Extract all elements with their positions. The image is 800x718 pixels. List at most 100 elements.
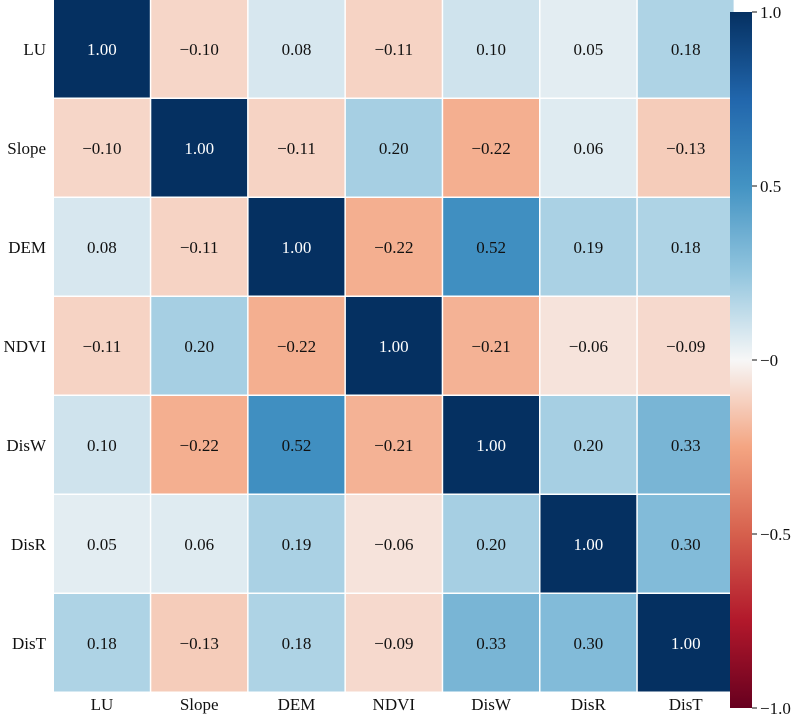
heatmap-cell-DisT-Slope [151, 594, 248, 692]
heatmap-cell-DisR-DisR [540, 495, 637, 593]
cell-value-label: 0.52 [476, 238, 506, 257]
cell-value-label: 0.19 [282, 535, 312, 554]
cell-value-label: −0.13 [666, 139, 705, 158]
heatmap-cell-DEM-Slope [151, 198, 248, 296]
cell-value-label: 0.18 [87, 634, 117, 653]
cell-value-label: 0.20 [476, 535, 506, 554]
cell-value-label: 0.20 [184, 337, 214, 356]
cell-value-label: −0.13 [180, 634, 219, 653]
cell-value-label: −0.22 [277, 337, 316, 356]
heatmap-cell-LU-DisW [443, 0, 539, 98]
cell-value-label: 1.00 [574, 535, 604, 554]
heatmap-cell-DisR-LU [54, 495, 150, 593]
colorbar-tick-label: 1.0 [760, 3, 781, 22]
cell-value-label: 0.20 [574, 436, 604, 455]
cell-value-label: −0.22 [374, 238, 413, 257]
row-label-DisW: DisW [6, 436, 47, 455]
row-label-DEM: DEM [8, 238, 46, 257]
heatmap-cells [54, 0, 734, 692]
heatmap-cell-DisT-DEM [248, 594, 345, 692]
heatmap-cell-NDVI-DEM [248, 297, 345, 395]
column-label-DEM: DEM [278, 695, 316, 714]
row-label-LU: LU [23, 40, 46, 59]
heatmap-cell-Slope-NDVI [345, 99, 442, 197]
cell-value-label: −0.21 [471, 337, 510, 356]
cell-value-label: −0.10 [180, 40, 219, 59]
cell-value-label: 0.19 [574, 238, 604, 257]
heatmap-cell-DisW-DisW [443, 396, 539, 494]
heatmap-cell-DisR-DEM [248, 495, 345, 593]
column-label-LU: LU [91, 695, 114, 714]
heatmap-cell-LU-Slope [151, 0, 248, 98]
heatmap-cell-NDVI-DisR [540, 297, 637, 395]
heatmap-cell-DisW-DEM [248, 396, 345, 494]
cell-value-label: 0.10 [87, 436, 117, 455]
heatmap-cell-DisW-DisR [540, 396, 637, 494]
cell-value-label: −0.22 [180, 436, 219, 455]
cell-value-label: 0.52 [282, 436, 312, 455]
cell-value-label: 0.18 [671, 40, 701, 59]
colorbar-ticks: 1.0 0.5 −0 −0.5 −1.0 [752, 3, 791, 718]
heatmap-cell-DisW-Slope [151, 396, 248, 494]
cell-value-label: 1.00 [184, 139, 214, 158]
cell-value-label: −0.06 [569, 337, 608, 356]
cell-value-label: 0.08 [282, 40, 312, 59]
cell-value-label: 0.08 [87, 238, 117, 257]
heatmap-cell-LU-LU [54, 0, 150, 98]
heatmap-cell-DEM-LU [54, 198, 150, 296]
heatmap-cell-DisT-NDVI [345, 594, 442, 692]
column-tick-labels: LU Slope DEM NDVI DisW DisR DisT [91, 695, 704, 714]
cell-value-label: 0.30 [574, 634, 604, 653]
cell-value-label: −0.21 [374, 436, 413, 455]
heatmap-cell-DEM-DisT [637, 198, 734, 296]
cell-value-label: −0.06 [374, 535, 413, 554]
row-tick-labels: LU Slope DEM NDVI DisW DisR DisT [4, 40, 47, 653]
heatmap-cell-DisR-NDVI [345, 495, 442, 593]
heatmap-value-labels: 1.00 −0.10 0.08 −0.11 0.10 0.05 0.18 −0.10 1.00 −… [82, 40, 705, 653]
cell-value-label: 0.18 [282, 634, 312, 653]
column-label-DisT: DisT [669, 695, 704, 714]
cell-value-label: 0.33 [476, 634, 506, 653]
heatmap-cell-NDVI-LU [54, 297, 150, 395]
cell-value-label: 1.00 [282, 238, 312, 257]
heatmap-cell-Slope-DEM [248, 99, 345, 197]
heatmap-cell-DisT-DisR [540, 594, 637, 692]
colorbar [730, 12, 752, 708]
cell-value-label: 0.20 [379, 139, 409, 158]
colorbar-tick-label: 0.5 [760, 177, 781, 196]
cell-value-label: 0.05 [574, 40, 604, 59]
heatmap-cell-Slope-DisR [540, 99, 637, 197]
column-label-DisW: DisW [471, 695, 512, 714]
cell-value-label: 1.00 [671, 634, 701, 653]
cell-value-label: −0.11 [277, 139, 316, 158]
heatmap-cell-NDVI-NDVI [345, 297, 442, 395]
row-label-DisR: DisR [11, 535, 47, 554]
heatmap-cell-Slope-LU [54, 99, 150, 197]
heatmap-cell-DisW-LU [54, 396, 150, 494]
heatmap-cell-DisW-DisT [637, 396, 734, 494]
heatmap-cell-DEM-DisR [540, 198, 637, 296]
heatmap-cell-LU-DEM [248, 0, 345, 98]
heatmap-cell-DisT-DisW [443, 594, 539, 692]
heatmap-cell-DisT-DisT [637, 594, 734, 692]
cell-value-label: −0.09 [666, 337, 705, 356]
cell-value-label: 0.06 [184, 535, 214, 554]
row-label-Slope: Slope [7, 139, 46, 158]
heatmap-cell-DisT-LU [54, 594, 150, 692]
heatmap-cell-DisR-Slope [151, 495, 248, 593]
cell-value-label: 0.05 [87, 535, 117, 554]
colorbar-tick-label: −0 [760, 351, 778, 370]
cell-value-label: 0.06 [574, 139, 604, 158]
heatmap-cell-Slope-DisW [443, 99, 539, 197]
row-label-NDVI: NDVI [4, 337, 47, 356]
cell-value-label: 1.00 [87, 40, 117, 59]
row-label-DisT: DisT [12, 634, 47, 653]
cell-value-label: 0.10 [476, 40, 506, 59]
heatmap-cell-Slope-DisT [637, 99, 734, 197]
heatmap-cell-DisW-NDVI [345, 396, 442, 494]
cell-value-label: −0.11 [374, 40, 413, 59]
heatmap-cell-DisR-DisT [637, 495, 734, 593]
heatmap-cell-DisR-DisW [443, 495, 539, 593]
heatmap-cell-NDVI-DisW [443, 297, 539, 395]
